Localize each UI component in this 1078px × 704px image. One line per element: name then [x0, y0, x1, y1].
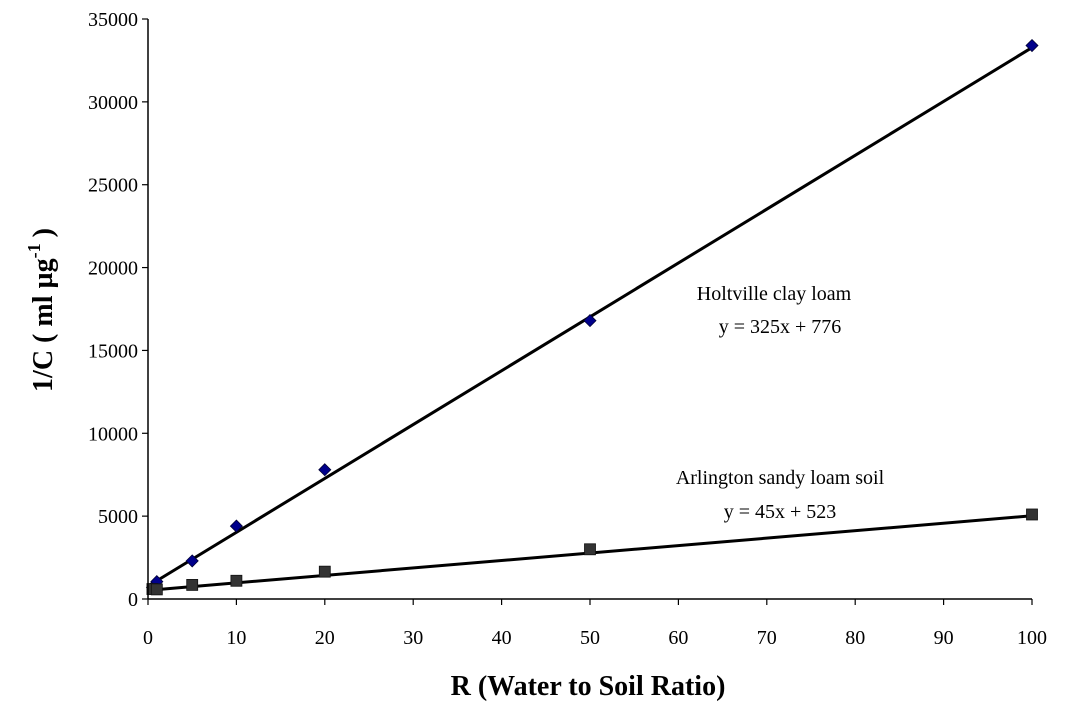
y-tick-label: 5000: [98, 506, 138, 528]
x-axis-title: R (Water to Soil Ratio): [451, 671, 726, 702]
y-tick-label: 30000: [88, 92, 138, 114]
data-point-arlington: [1026, 508, 1038, 521]
data-point-arlington: [584, 543, 596, 556]
x-tick-label: 70: [757, 627, 777, 649]
y-tick-label: 35000: [88, 9, 138, 31]
y-tick-label: 15000: [88, 340, 138, 362]
x-tick-label: 20: [315, 627, 335, 649]
x-tick-label: 30: [403, 627, 423, 649]
x-tick-label: 50: [580, 627, 600, 649]
x-tick-label: 40: [492, 627, 512, 649]
y-tick-label: 20000: [88, 258, 138, 280]
axes: [142, 18, 1033, 605]
y-tick-label: 25000: [88, 175, 138, 197]
y-axis-title-close: ): [28, 228, 59, 237]
y-tick-label: 0: [128, 589, 138, 611]
data-point-arlington: [230, 574, 243, 587]
data-point-holtville: [1025, 38, 1039, 53]
data-point-holtville: [185, 554, 199, 568]
data-point-arlington: [186, 579, 199, 591]
x-tick-label: 60: [668, 627, 688, 649]
data-point-holtville: [229, 519, 243, 533]
tick-labels: 0 5000 10000 15000 20000 25000 30000 35000 0 10 20…: [88, 9, 1047, 649]
y-axis-title-main: 1/C ( ml µg: [28, 258, 59, 392]
data-point-arlington: [150, 583, 163, 596]
x-tick-label: 10: [226, 627, 246, 649]
y-axis-title-sup: -1: [24, 243, 44, 258]
series-label-arlington: Arlington sandy loam soil: [676, 467, 885, 489]
plot-marks: [145, 38, 1039, 596]
series-label-holtville: Holtville clay loam: [697, 283, 852, 305]
data-point-holtville: [583, 314, 597, 328]
equation-arlington: y = 45x + 523: [724, 501, 837, 523]
annotations: Holtville clay loam y = 325x + 776 Arlin…: [676, 283, 885, 523]
y-axis-title: 1/C ( ml µg-1): [24, 228, 59, 392]
y-tick-label: 10000: [88, 423, 138, 445]
x-tick-label: 80: [845, 627, 865, 649]
x-tick-label: 0: [143, 627, 153, 649]
x-tick-label: 100: [1017, 627, 1047, 649]
x-tick-label: 90: [934, 627, 954, 649]
equation-holtville: y = 325x + 776: [719, 316, 842, 338]
data-point-holtville: [318, 463, 332, 477]
data-point-arlington: [318, 565, 331, 578]
